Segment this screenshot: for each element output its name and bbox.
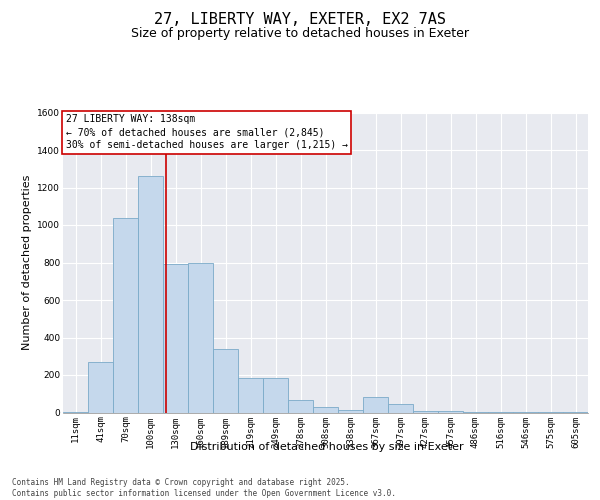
Bar <box>313 407 338 412</box>
Bar <box>288 400 313 412</box>
Bar <box>163 264 188 412</box>
Y-axis label: Number of detached properties: Number of detached properties <box>22 175 32 350</box>
Text: 27, LIBERTY WAY, EXETER, EX2 7AS: 27, LIBERTY WAY, EXETER, EX2 7AS <box>154 12 446 28</box>
Bar <box>188 262 213 412</box>
Bar <box>263 378 288 412</box>
Text: 27 LIBERTY WAY: 138sqm
← 70% of detached houses are smaller (2,845)
30% of semi-: 27 LIBERTY WAY: 138sqm ← 70% of detached… <box>65 114 347 150</box>
Bar <box>363 396 388 412</box>
Bar <box>438 410 463 412</box>
Bar <box>238 378 263 412</box>
Bar <box>338 410 363 412</box>
Bar <box>88 362 113 412</box>
Bar <box>138 176 163 412</box>
Text: Distribution of detached houses by size in Exeter: Distribution of detached houses by size … <box>190 442 464 452</box>
Bar <box>388 404 413 412</box>
Bar <box>213 349 238 412</box>
Text: Contains HM Land Registry data © Crown copyright and database right 2025.
Contai: Contains HM Land Registry data © Crown c… <box>12 478 396 498</box>
Text: Size of property relative to detached houses in Exeter: Size of property relative to detached ho… <box>131 28 469 40</box>
Bar <box>413 410 438 412</box>
Bar <box>113 218 138 412</box>
